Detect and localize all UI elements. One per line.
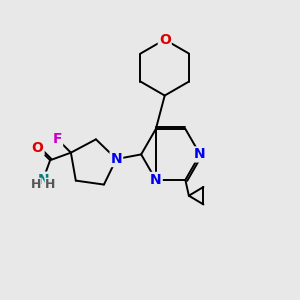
Text: N: N [110,152,122,166]
Text: N: N [37,172,49,187]
Text: O: O [159,33,171,46]
Text: F: F [52,132,62,146]
Text: O: O [32,141,44,155]
Text: H: H [45,178,56,191]
Text: N: N [150,173,162,187]
Text: H: H [31,178,41,191]
Text: N: N [194,147,206,161]
